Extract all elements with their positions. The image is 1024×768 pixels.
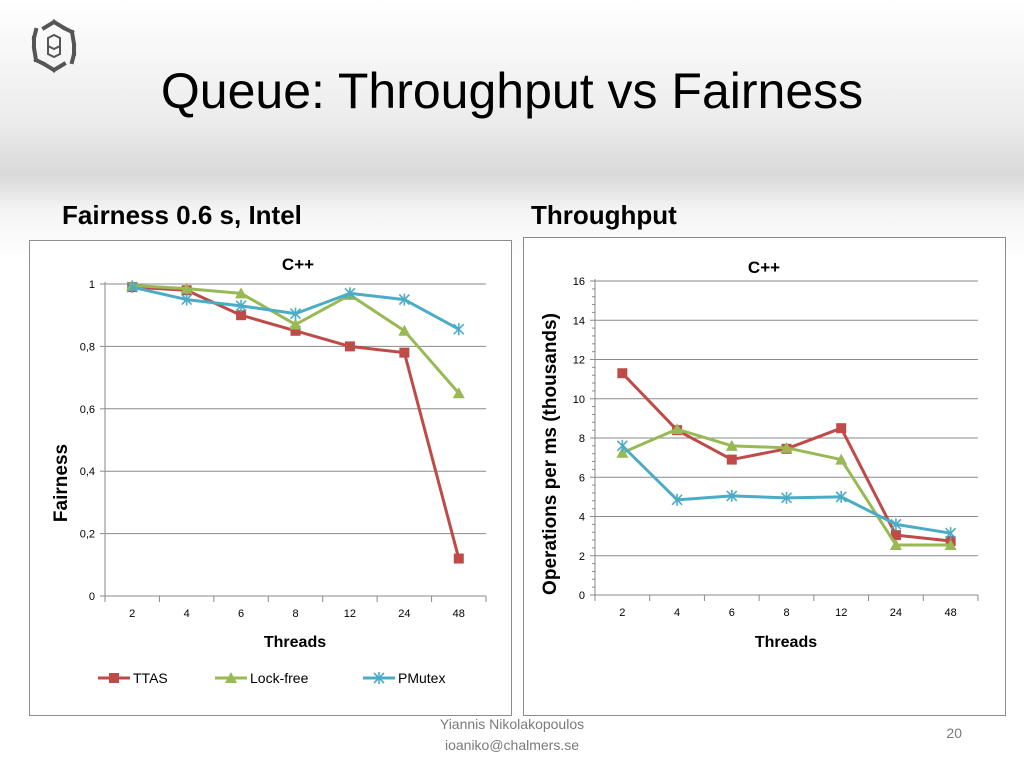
data-point [453,553,464,564]
x-tick-label: 6 [238,608,244,620]
data-point [780,441,793,453]
data-point [453,323,465,336]
x-tick-label: 8 [292,608,298,620]
series-pmutex [126,281,465,336]
legend-label: Lock-free [250,670,309,686]
data-point [289,318,302,330]
legend-item: TTAS [98,670,168,686]
chart-title: C++ [748,258,780,277]
data-point [344,287,356,300]
data-point [944,538,957,550]
chart-title: C++ [282,255,314,274]
series-lock-free [616,423,957,550]
data-point [180,282,193,294]
author-email: ioaniko@chalmers.se [444,737,580,753]
y-tick-label: 10 [573,394,585,406]
y-tick-label: 0,6 [80,404,95,416]
legend-item: PMutex [363,670,445,686]
data-point [290,325,301,336]
data-point [725,439,738,451]
data-point [726,454,737,465]
y-tick-label: 4 [579,512,585,524]
x-tick-label: 4 [184,608,190,620]
right-section-title: Throughput [531,200,677,230]
fairness-chart: C++ Threads Fairness 00,20,40,60,812 4 6 8 1… [51,255,487,686]
y-tick-label: 0 [89,591,95,603]
data-point [617,368,628,379]
y-tick-label: 14 [573,315,585,327]
y-tick-label: 0,4 [80,466,95,478]
data-point [181,293,193,306]
data-point [726,489,738,502]
legend-item: Lock-free [215,670,309,686]
y-tick-label: 16 [573,276,585,288]
data-point [616,439,628,452]
data-point [671,493,683,506]
data-point [344,341,355,352]
x-tick-label: 24 [890,607,902,619]
y-tick-label: 1 [89,279,95,291]
throughput-chart: C++ Threads Operations per ms (thousands… [540,258,979,651]
data-point [780,491,793,504]
left-section-title: Fairness 0.6 s, Intel [62,200,302,230]
data-point [835,490,847,503]
x-axis-label: Threads [755,634,817,651]
throughput-chart-frame: C++ Threads Operations per ms (thousands… [523,237,1006,716]
data-point [452,387,465,399]
y-tick-label: 0 [579,590,585,602]
data-point [399,347,410,358]
y-tick-label: 6 [579,472,585,484]
legend-label: PMutex [398,670,445,686]
data-point [945,527,957,540]
x-tick-label: 48 [453,608,465,620]
x-tick-label: 12 [344,608,356,620]
fairness-chart-frame: C++ Threads Fairness 0 0,2 0,4 0,6 0,8 1 2 4 6 8 1… [29,240,512,716]
data-point [236,310,247,321]
series-line [621,444,951,535]
data-point [235,287,248,299]
data-point [835,453,848,465]
data-point [671,423,684,435]
university-logo [24,16,84,76]
footer-author: Yiannis Nikolakopoulos ioaniko@chalmers.… [0,714,1024,756]
data-point [890,530,901,541]
y-tick-label: 0,2 [80,529,95,541]
x-tick-label: 48 [945,607,957,619]
data-point [126,281,138,294]
data-point [398,324,411,336]
data-point [398,293,410,306]
author-name: Yiannis Nikolakopoulos [439,716,585,732]
y-axis-label: Operations per ms (thousands) [540,313,561,595]
x-tick-label: 2 [619,607,625,619]
series-pmutex [616,439,957,540]
data-point [836,423,847,434]
x-tick-label: 8 [783,607,789,619]
x-tick-label: 2 [129,608,135,620]
y-tick-label: 0,8 [80,341,95,353]
x-axis-label: Threads [264,634,326,651]
y-tick-label: 8 [579,433,585,445]
x-tick-label: 24 [398,608,410,620]
slide-number: 20 [946,725,962,741]
data-point [616,446,629,458]
data-point [890,518,902,531]
x-tick-label: 4 [674,607,680,619]
data-point [235,299,247,312]
data-point [889,538,902,550]
y-tick-label: 12 [573,355,585,367]
legend-label: TTAS [133,670,168,686]
series-lock-free [126,279,465,399]
y-axis-label: Fairness [51,444,72,522]
data-point [289,307,302,320]
x-tick-label: 12 [835,607,847,619]
x-tick-label: 6 [729,607,735,619]
series-ttas [617,368,956,547]
y-tick-label: 2 [579,551,585,563]
slide-title: Queue: Throughput vs Fairness [160,63,864,119]
